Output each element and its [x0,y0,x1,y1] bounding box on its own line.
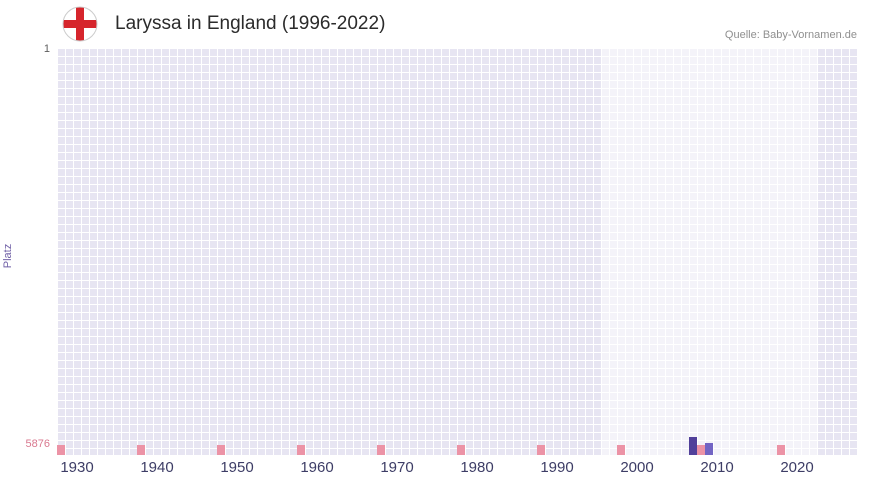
x-tick-label: 1950 [220,459,254,476]
rank-bar-2009 [705,443,713,455]
decade-marker [777,445,785,455]
decade-markers-layer [57,48,857,455]
england-flag-icon [62,6,98,42]
y-tick-max: 1 [43,43,50,55]
x-tick-label: 2020 [780,459,814,476]
decade-marker [697,445,705,455]
x-tick-label: 1960 [300,459,334,476]
data-period-highlight [601,48,817,455]
decade-marker [217,445,225,455]
y-axis-label: Platz [2,243,15,269]
x-tick-label: 2000 [620,459,654,476]
x-tick-label: 1930 [60,459,94,476]
x-tick-label: 2010 [700,459,734,476]
y-tick-min: 5876 [25,438,50,450]
x-tick-label: 1990 [540,459,574,476]
decade-marker [537,445,545,455]
chart-header: Laryssa in England (1996-2022) Quelle: B… [0,0,873,48]
decade-marker [457,445,465,455]
plot-area [57,48,857,455]
decade-marker [297,445,305,455]
decade-marker [137,445,145,455]
x-tick-label: 1940 [140,459,174,476]
chart-title: Laryssa in England (1996-2022) [115,13,386,34]
decade-marker [377,445,385,455]
bars-layer [57,48,857,455]
source-attribution: Quelle: Baby-Vornamen.de [724,29,857,41]
x-tick-label: 1980 [460,459,494,476]
decade-marker [617,445,625,455]
decade-marker [57,445,65,455]
x-axis: 1930 1940 1950 1960 1970 1980 1990 2000 2010 2020 [57,459,857,483]
x-tick-label: 1970 [380,459,414,476]
rank-bar-2007 [689,437,697,455]
